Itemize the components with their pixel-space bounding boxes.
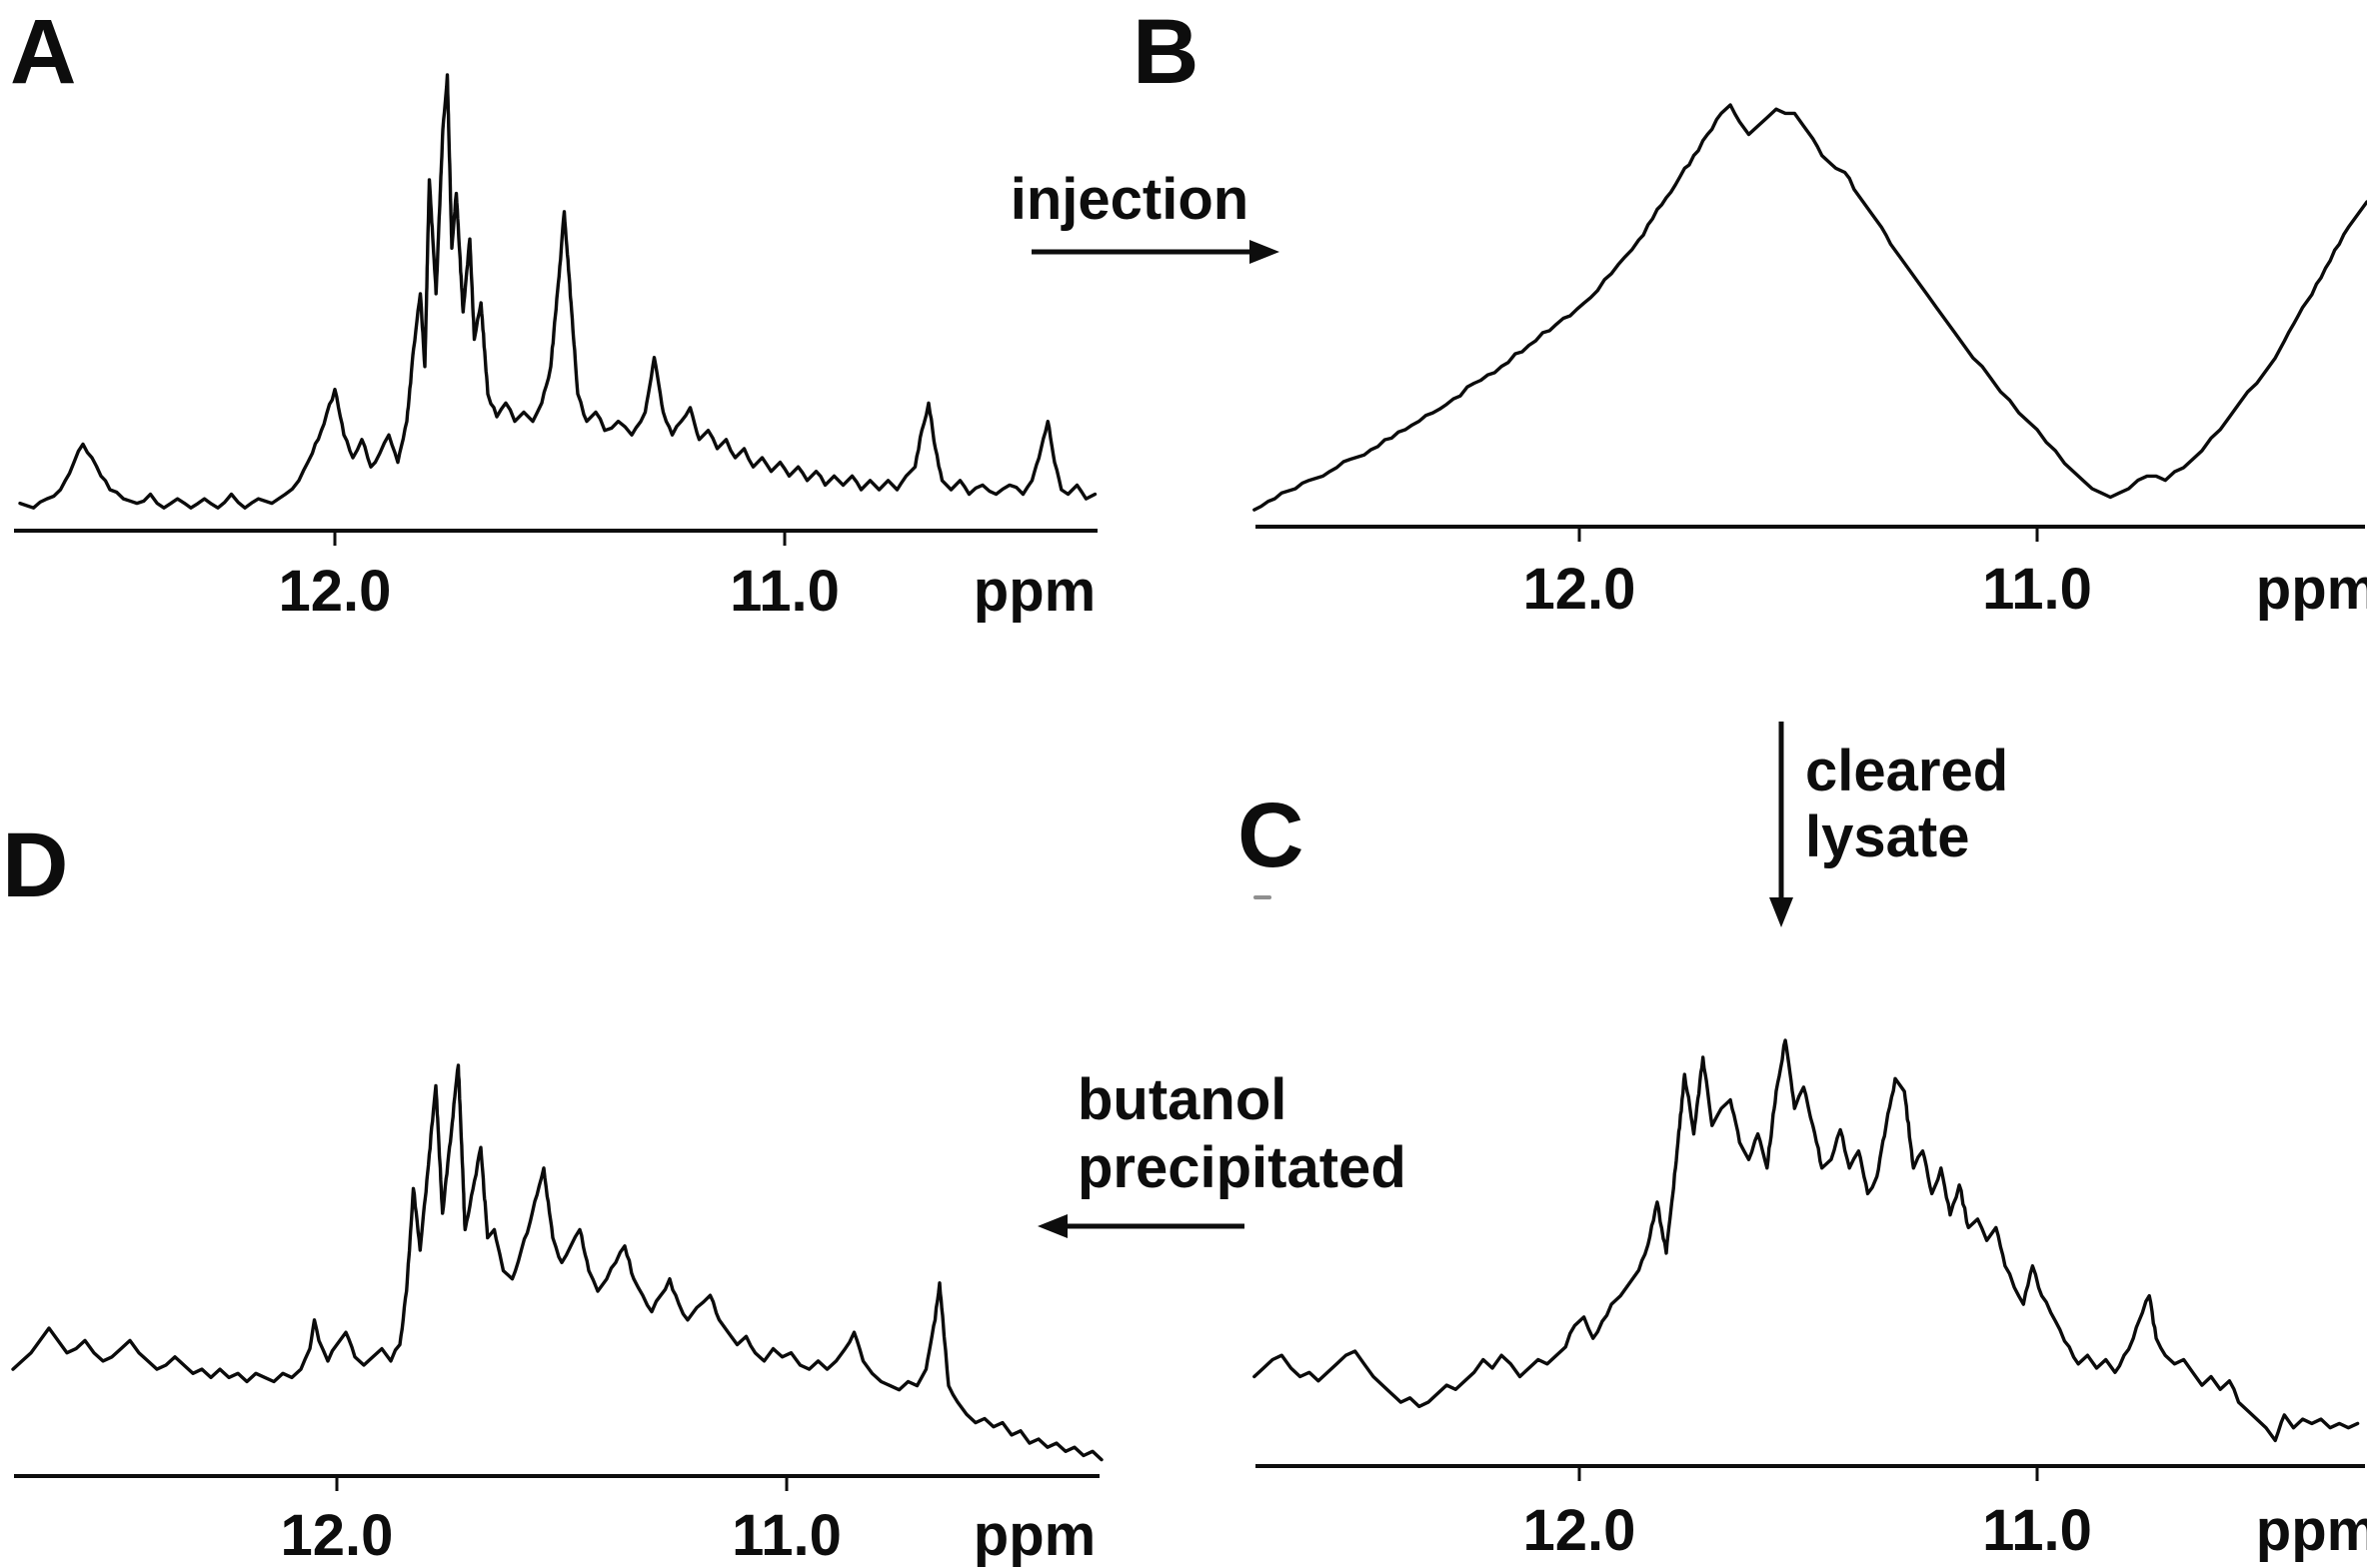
panel-d-axis [14, 1474, 1100, 1491]
x-tick-label-12-panel-d: 12.0 [280, 1503, 394, 1568]
panel-label-c: C [1237, 784, 1304, 886]
butanol-precipitated-arrow-label-line2: precipitated [1078, 1135, 1406, 1200]
x-axis-unit-panel-d: ppm [973, 1503, 1097, 1568]
panel-label-a: A [10, 1, 77, 103]
x-axis-unit-panel-c: ppm [2255, 1498, 2367, 1563]
spectrum-trace-b [1252, 103, 2367, 512]
panel-c-axis [1255, 1464, 2365, 1481]
x-tick-label-11-panel-c: 11.0 [1982, 1498, 2092, 1563]
x-tick-label-12-panel-c: 12.0 [1522, 1498, 1636, 1563]
spectrum-trace-c [1252, 1038, 2360, 1443]
panel-label-b: B [1133, 1, 1199, 103]
spectrum-trace-a [18, 73, 1098, 510]
x-tick-label-12-panel-a: 12.0 [278, 559, 392, 624]
butanol-precipitated-arrow-label-line1: butanol [1078, 1067, 1287, 1132]
spectrum-trace-d [11, 1063, 1104, 1462]
x-axis-unit-panel-b: ppm [2255, 557, 2367, 622]
panel-a-axis [14, 529, 1098, 546]
cleared-lysate-arrow-label-line2: lysate [1805, 804, 1970, 869]
x-tick-label-11-panel-a: 11.0 [730, 559, 840, 624]
cleared-lysate-arrow [1769, 722, 1793, 927]
injection-arrow-label: injection [1010, 167, 1249, 232]
cleared-lysate-arrow-label-line1: cleared [1805, 739, 2009, 803]
x-tick-label-11-panel-d: 11.0 [732, 1503, 842, 1568]
butanol-precipitated-arrow [1038, 1214, 1244, 1238]
x-tick-label-11-panel-b: 11.0 [1982, 557, 2092, 622]
x-axis-unit-panel-a: ppm [973, 559, 1097, 624]
panel-b-axis [1255, 525, 2365, 542]
panel-label-d: D [2, 814, 69, 916]
x-tick-label-12-panel-b: 12.0 [1522, 557, 1636, 622]
stray-mark-artifact [1253, 895, 1271, 899]
injection-arrow [1032, 240, 1279, 264]
